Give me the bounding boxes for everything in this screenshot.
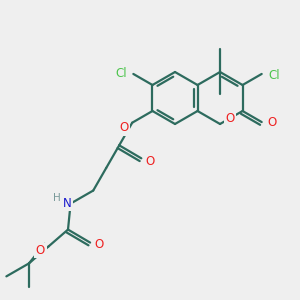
Text: O: O bbox=[225, 112, 235, 124]
Text: Cl: Cl bbox=[268, 69, 280, 82]
Text: O: O bbox=[36, 244, 45, 257]
Text: N: N bbox=[63, 197, 72, 210]
Text: O: O bbox=[120, 121, 129, 134]
Text: H: H bbox=[53, 193, 61, 202]
Text: O: O bbox=[94, 238, 104, 251]
Text: Cl: Cl bbox=[116, 68, 127, 80]
Text: O: O bbox=[267, 116, 276, 128]
Text: O: O bbox=[146, 155, 155, 168]
